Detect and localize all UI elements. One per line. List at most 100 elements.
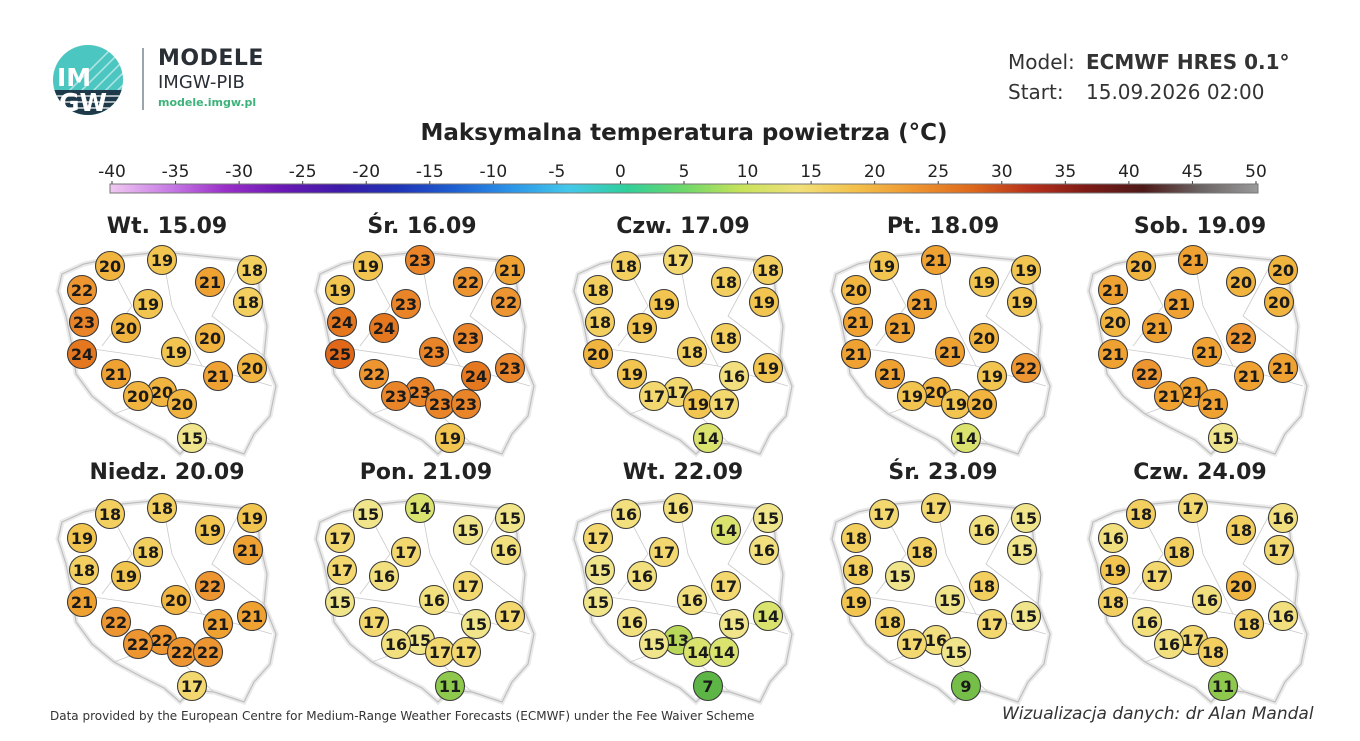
temperature-value: 19 <box>753 293 775 312</box>
temperature-marker <box>582 338 614 370</box>
temperature-value: 19 <box>973 273 995 292</box>
temperature-value: 19 <box>1015 261 1037 280</box>
temperature-value: 18 <box>589 313 611 332</box>
temperature-value: 16 <box>1158 635 1180 654</box>
scale-tick-label: -20 <box>352 162 380 182</box>
temperature-value: 21 <box>199 273 221 292</box>
temperature-value: 20 <box>1104 313 1126 332</box>
temperature-value: 22 <box>127 635 149 654</box>
temperature-value: 18 <box>1230 521 1252 540</box>
temperature-value: 23 <box>423 343 445 362</box>
temperature-marker <box>1267 502 1299 534</box>
temperature-marker <box>194 570 226 602</box>
temperature-marker <box>1225 514 1257 546</box>
temperature-marker <box>368 560 400 592</box>
temperature-value: 22 <box>1230 329 1252 348</box>
temperature-value: 14 <box>955 429 977 448</box>
temperature-marker <box>490 286 522 318</box>
temperature-value: 21 <box>1238 367 1260 386</box>
temperature-value: 16 <box>973 521 995 540</box>
temperature-value: 24 <box>465 367 487 386</box>
temperature-marker <box>194 514 226 546</box>
temperature-value: 19 <box>1011 293 1033 312</box>
temperature-value: 19 <box>845 593 867 612</box>
temperature-value: 21 <box>889 319 911 338</box>
day-label: Śr. 23.09 <box>888 459 997 485</box>
temperature-marker <box>452 570 484 602</box>
temperature-value: 16 <box>681 591 703 610</box>
temperature-marker <box>1153 628 1185 660</box>
temperature-marker <box>236 352 268 384</box>
scale-tick-label: 45 <box>1182 162 1204 182</box>
country-shadow <box>571 497 795 706</box>
scale-tick-label: 5 <box>679 162 690 182</box>
temperature-value: 19 <box>631 319 653 338</box>
temperature-marker <box>710 266 742 298</box>
temperature-marker <box>324 338 356 370</box>
temperature-value: 16 <box>667 499 689 518</box>
temperature-value: 18 <box>845 529 867 548</box>
temperature-marker <box>610 498 642 530</box>
temperature-marker <box>66 338 98 370</box>
temperature-marker <box>232 286 264 318</box>
temperature-value: 18 <box>879 613 901 632</box>
temperature-marker <box>874 606 906 638</box>
temperature-marker <box>648 288 680 320</box>
temperature-marker <box>752 600 784 632</box>
day-label: Wt. 15.09 <box>107 214 227 239</box>
temperature-value: 14 <box>687 643 709 662</box>
temperature-marker <box>324 274 356 306</box>
temperature-marker <box>1006 286 1038 318</box>
temperature-value: 17 <box>455 643 477 662</box>
temperature-value: 21 <box>879 365 901 384</box>
temperature-value: 20 <box>171 395 193 414</box>
temperature-marker <box>194 322 226 354</box>
temperature-marker <box>460 360 492 392</box>
temperature-value: 13 <box>667 631 689 650</box>
temperature-value: 20 <box>587 345 609 364</box>
temperature-marker <box>842 306 874 338</box>
temperature-value: 19 <box>873 257 895 276</box>
temperature-value: 19 <box>357 257 379 276</box>
temperature-value: 23 <box>395 295 417 314</box>
temperature-value: 22 <box>105 613 127 632</box>
temperature-value: 15 <box>889 567 911 586</box>
temperature-value: 21 <box>237 541 259 560</box>
temperature-marker <box>950 670 982 702</box>
temperature-marker <box>236 600 268 632</box>
temperature-value: 17 <box>1182 499 1204 518</box>
temperature-value: 15 <box>1015 607 1037 626</box>
temperature-marker <box>132 536 164 568</box>
temperature-marker <box>368 312 400 344</box>
temperature-value: 14 <box>697 429 719 448</box>
temperature-value: 15 <box>465 615 487 634</box>
brand-url[interactable]: modele.imgw.pl <box>158 96 257 109</box>
temperature-marker <box>66 522 98 554</box>
temperature-marker <box>1267 600 1299 632</box>
temperature-marker <box>358 606 390 638</box>
brand-subtitle: IMGW-PIB <box>158 72 245 93</box>
temperature-value: 21 <box>499 261 521 280</box>
temperature-value: 14 <box>715 521 737 540</box>
temperature-value: 19 <box>439 429 461 448</box>
temperature-value: 14 <box>713 643 735 662</box>
temperature-marker <box>202 608 234 640</box>
scale-tick-label: 30 <box>991 162 1013 182</box>
temperature-value: 17 <box>587 529 609 548</box>
temperature-marker <box>380 380 412 412</box>
temperature-marker <box>1197 636 1229 668</box>
temperature-marker <box>122 628 154 660</box>
temperature-marker <box>352 498 384 530</box>
temperature-marker <box>166 388 198 420</box>
temperature-marker <box>324 586 356 618</box>
temperature-value: 17 <box>643 387 665 406</box>
temperature-marker <box>358 358 390 390</box>
temperature-value: 21 <box>105 365 127 384</box>
temperature-marker <box>708 388 740 420</box>
temperature-marker <box>110 560 142 592</box>
region-border <box>985 259 1039 357</box>
start-value: 15.09.2026 02:00 <box>1086 80 1265 104</box>
